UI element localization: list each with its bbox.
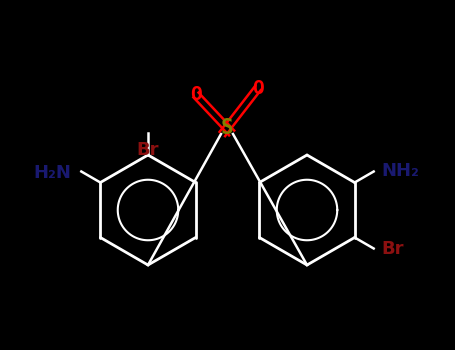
Text: H₂N: H₂N [33,164,71,182]
Text: Br: Br [137,141,159,159]
Text: O: O [190,85,202,105]
Text: Br: Br [382,239,404,258]
Text: NH₂: NH₂ [382,162,420,181]
Text: O: O [252,78,264,98]
Text: S: S [221,118,233,138]
